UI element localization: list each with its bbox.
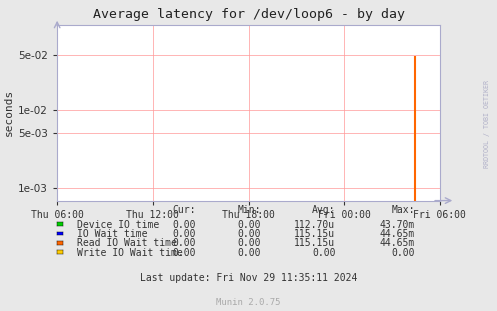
Text: 112.70u: 112.70u [294, 220, 335, 230]
Title: Average latency for /dev/loop6 - by day: Average latency for /dev/loop6 - by day [92, 8, 405, 21]
Text: Munin 2.0.75: Munin 2.0.75 [216, 298, 281, 307]
Text: 44.65m: 44.65m [380, 229, 415, 239]
Text: 115.15u: 115.15u [294, 229, 335, 239]
Y-axis label: seconds: seconds [4, 89, 14, 136]
Text: RRDTOOL / TOBI OETIKER: RRDTOOL / TOBI OETIKER [484, 81, 490, 168]
Text: 0.00: 0.00 [173, 229, 196, 239]
Text: 0.00: 0.00 [238, 229, 261, 239]
Text: Avg:: Avg: [312, 205, 335, 215]
Text: 115.15u: 115.15u [294, 238, 335, 248]
Text: 44.65m: 44.65m [380, 238, 415, 248]
Text: 43.70m: 43.70m [380, 220, 415, 230]
Text: Last update: Fri Nov 29 11:35:11 2024: Last update: Fri Nov 29 11:35:11 2024 [140, 273, 357, 283]
Text: 0.00: 0.00 [392, 248, 415, 258]
Text: Write IO Wait time: Write IO Wait time [77, 248, 183, 258]
Text: 0.00: 0.00 [238, 248, 261, 258]
Text: 0.00: 0.00 [173, 238, 196, 248]
Text: Read IO Wait time: Read IO Wait time [77, 238, 177, 248]
Text: Min:: Min: [238, 205, 261, 215]
Text: Cur:: Cur: [173, 205, 196, 215]
Text: IO Wait time: IO Wait time [77, 229, 148, 239]
Text: 0.00: 0.00 [173, 248, 196, 258]
Text: Max:: Max: [392, 205, 415, 215]
Text: 0.00: 0.00 [312, 248, 335, 258]
Text: Device IO time: Device IO time [77, 220, 159, 230]
Text: 0.00: 0.00 [238, 220, 261, 230]
Text: 0.00: 0.00 [238, 238, 261, 248]
Text: 0.00: 0.00 [173, 220, 196, 230]
